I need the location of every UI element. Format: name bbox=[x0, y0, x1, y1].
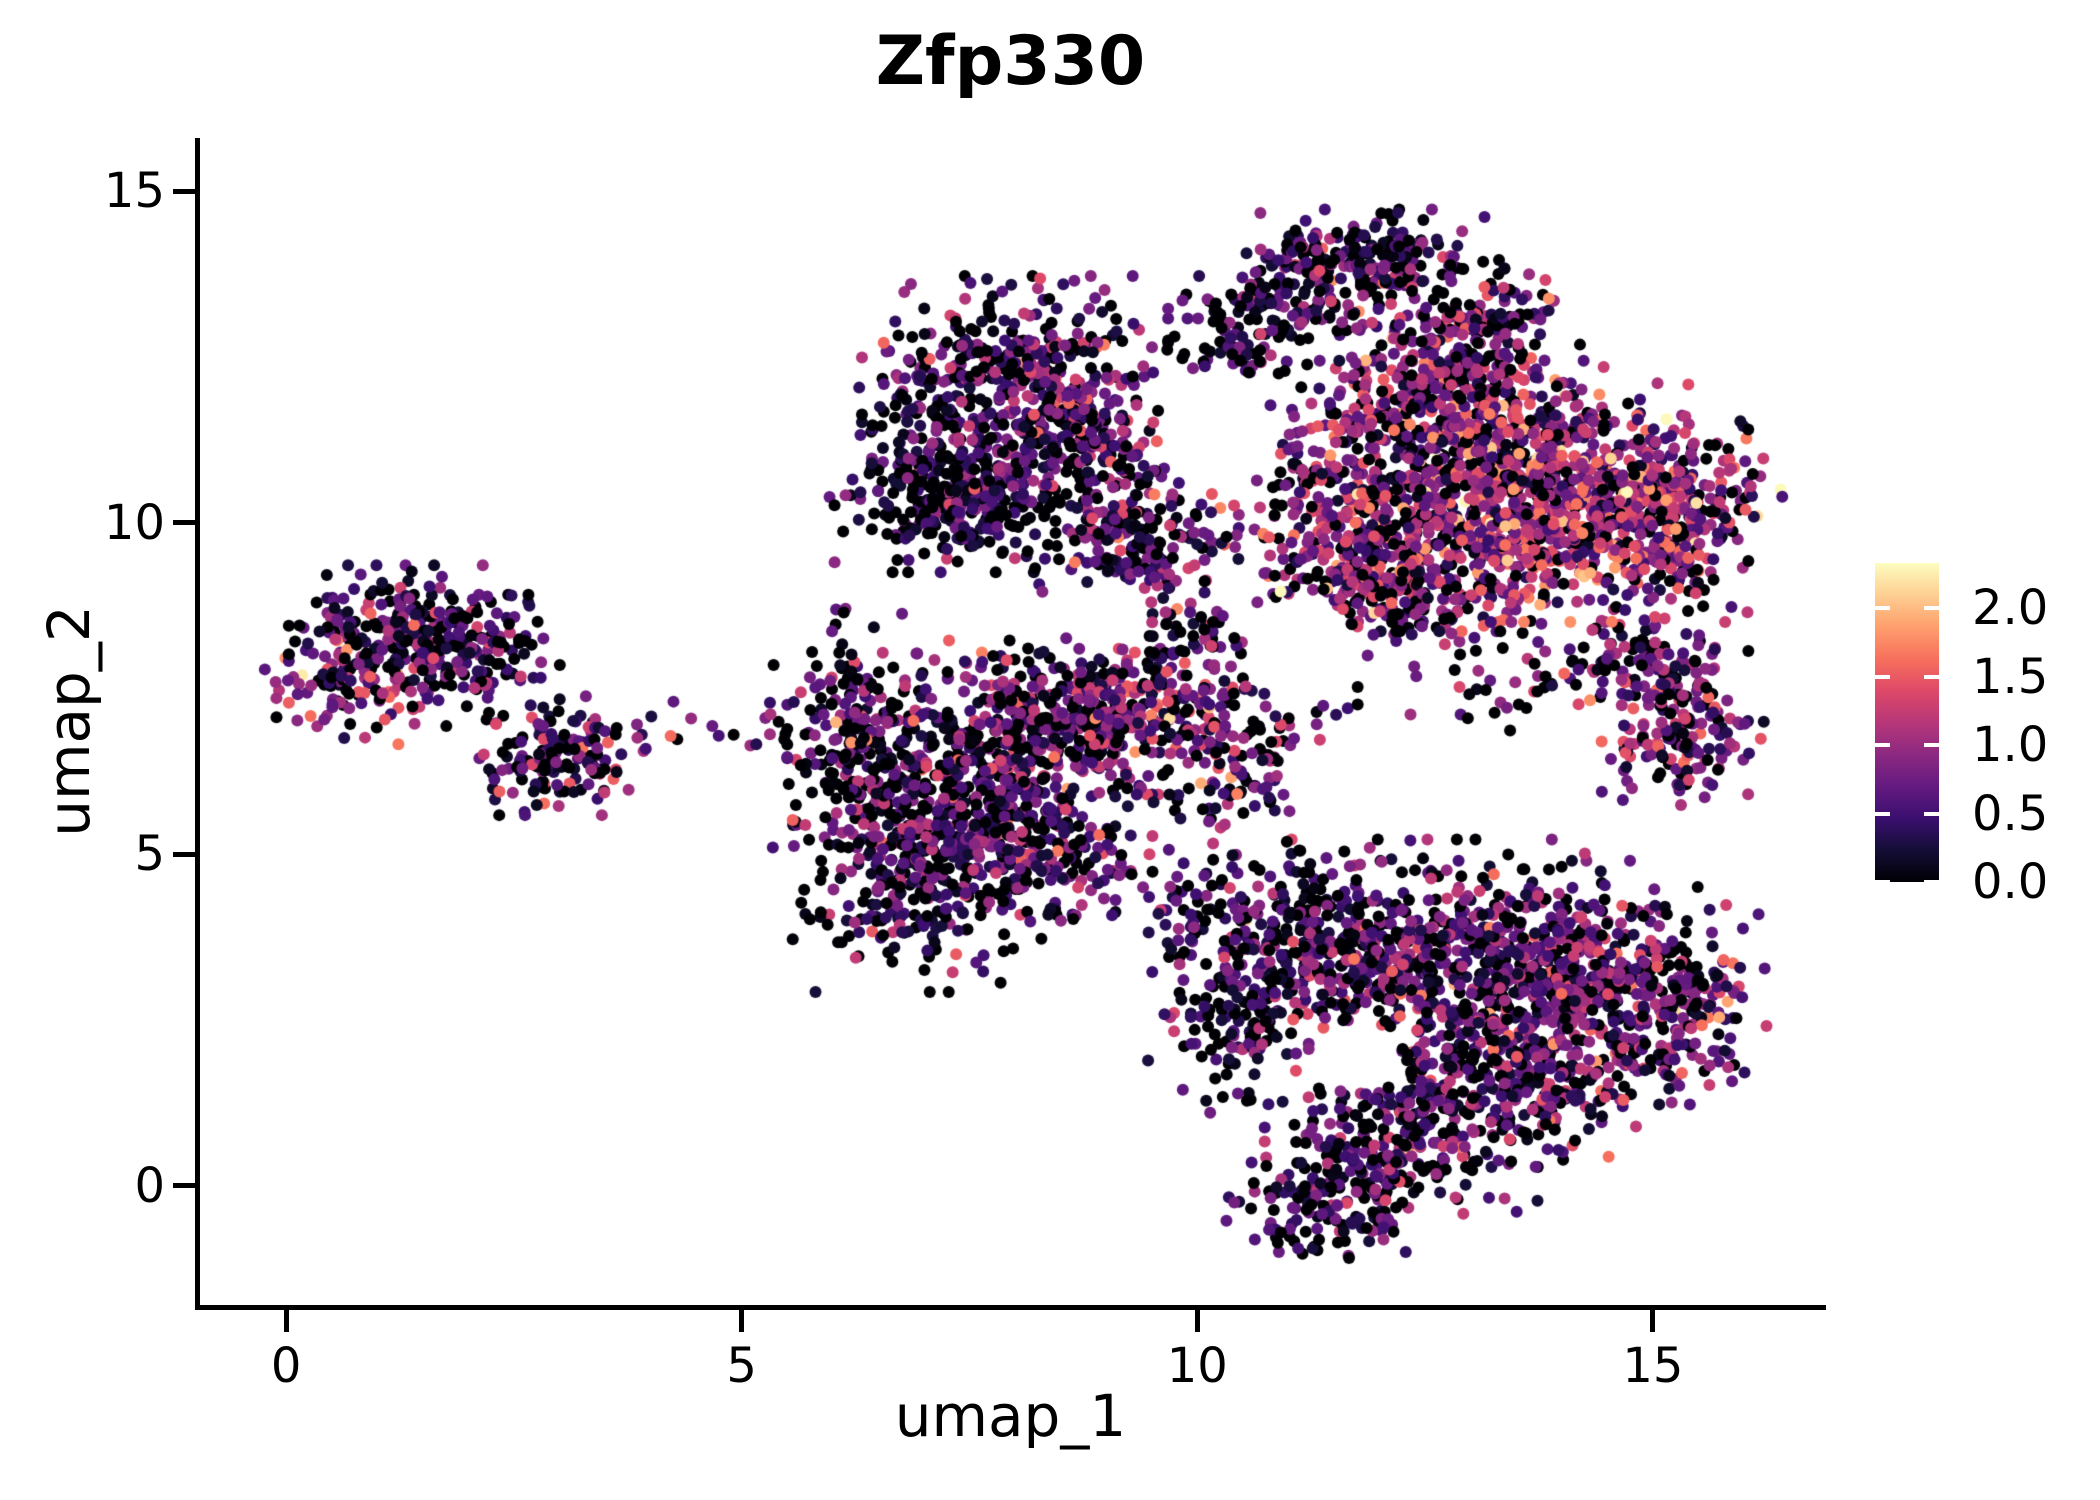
colorbar-tick-mark bbox=[1875, 674, 1890, 679]
y-tick-mark bbox=[173, 851, 195, 857]
plot-title: Zfp330 bbox=[875, 22, 1146, 101]
colorbar-tick-mark bbox=[1924, 674, 1939, 679]
colorbar-tick-mark bbox=[1875, 743, 1890, 748]
x-axis-label: umap_1 bbox=[894, 1382, 1127, 1450]
colorbar-tick-mark bbox=[1875, 811, 1890, 816]
colorbar-tick-mark bbox=[1875, 880, 1890, 884]
colorbar-tick-label: 0.5 bbox=[1972, 785, 2049, 842]
colorbar-tick-label: 1.5 bbox=[1972, 648, 2049, 705]
y-axis-line bbox=[195, 138, 200, 1310]
y-tick-mark bbox=[173, 188, 195, 194]
colorbar-tick-mark bbox=[1924, 880, 1939, 884]
x-tick-mark bbox=[1650, 1310, 1656, 1332]
y-tick-mark bbox=[173, 1183, 195, 1189]
y-tick-label: 5 bbox=[134, 826, 165, 883]
y-tick-label: 10 bbox=[103, 494, 165, 551]
colorbar-tick-label: 2.0 bbox=[1972, 580, 2049, 637]
y-tick-label: 0 bbox=[134, 1157, 165, 1214]
x-tick-label: 0 bbox=[270, 1338, 302, 1394]
x-axis-line bbox=[195, 1305, 1826, 1310]
colorbar-tick-label: 0.0 bbox=[1972, 854, 2049, 910]
colorbar-gradient bbox=[1875, 563, 1939, 882]
x-tick-mark bbox=[739, 1310, 745, 1332]
y-tick-mark bbox=[173, 520, 195, 526]
x-tick-mark bbox=[1194, 1310, 1200, 1332]
y-tick-label: 15 bbox=[103, 163, 165, 220]
colorbar-tick-mark bbox=[1924, 811, 1939, 816]
x-tick-label: 15 bbox=[1622, 1338, 1684, 1394]
colorbar-tick-mark bbox=[1924, 743, 1939, 748]
x-tick-label: 5 bbox=[726, 1338, 757, 1394]
y-axis-label: umap_2 bbox=[35, 605, 103, 837]
colorbar-tick-label: 1.0 bbox=[1972, 717, 2049, 774]
x-tick-mark bbox=[283, 1310, 289, 1332]
colorbar bbox=[1875, 563, 1939, 884]
colorbar-tick-mark bbox=[1924, 606, 1939, 611]
colorbar-tick-mark bbox=[1875, 606, 1890, 611]
x-tick-label: 10 bbox=[1166, 1338, 1228, 1394]
